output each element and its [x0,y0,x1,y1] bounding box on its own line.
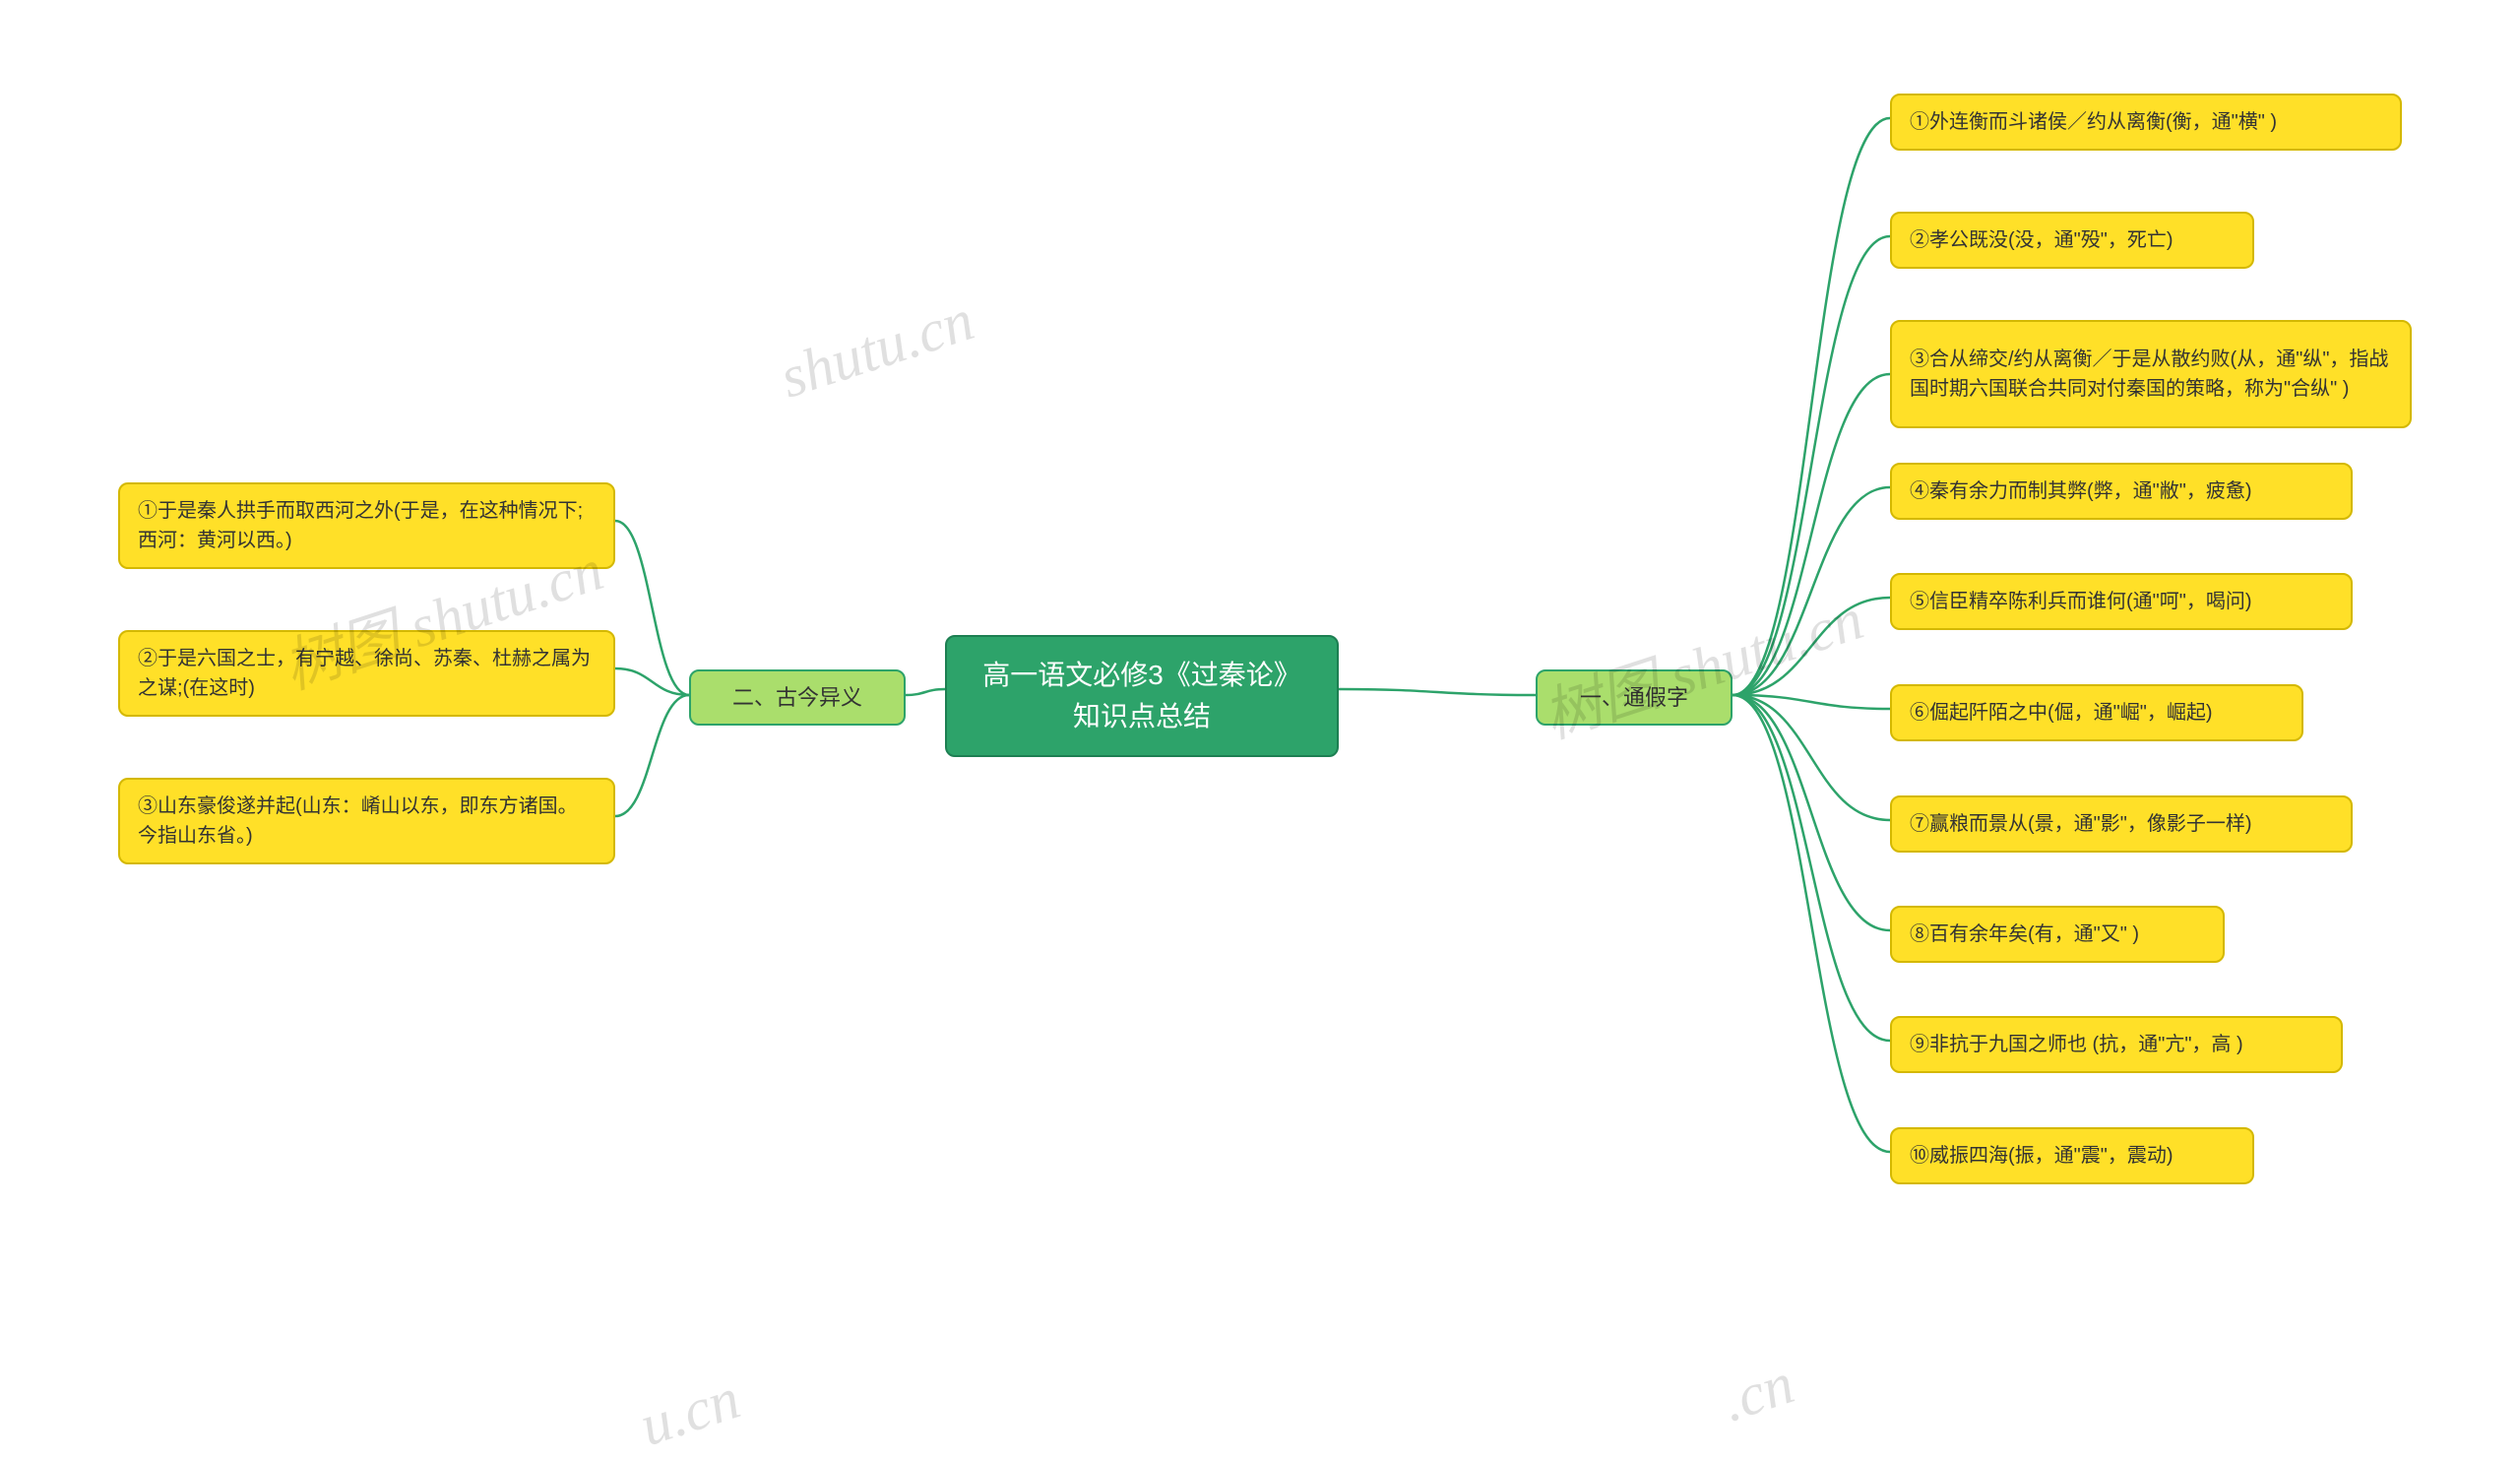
leaf-b1-1: ②孝公既没(没，通"殁"，死亡) [1890,212,2254,269]
leaf-b1-3: ④秦有余力而制其弊(弊，通"敝"，疲惫) [1890,463,2353,520]
leaf-b1-5: ⑥倔起阡陌之中(倔，通"崛"，崛起) [1890,684,2303,741]
leaf-b1-9: ⑩威振四海(振，通"震"，震动) [1890,1127,2254,1184]
watermark: shutu.cn [772,286,981,413]
branch-b1: 一、通假字 [1536,669,1732,726]
leaf-b1-4: ⑤信臣精卒陈利兵而谁何(通"呵"，喝问) [1890,573,2353,630]
branch-b2: 二、古今异义 [689,669,906,726]
leaf-b1-6: ⑦赢粮而景从(景，通"影"，像影子一样) [1890,795,2353,853]
leaf-b2-0: ①于是秦人拱手而取西河之外(于是，在这种情况下;西河：黄河以西。) [118,482,615,569]
watermark: u.cn [632,1365,748,1460]
leaf-b1-0: ①外连衡而斗诸侯／约从离衡(衡，通"横" ) [1890,94,2402,151]
leaf-b1-2: ③合从缔交/约从离衡／于是从散约败(从，通"纵"，指战国时期六国联合共同对付秦国… [1890,320,2412,428]
watermark: 树图 shutu.cn [1531,571,1872,755]
leaf-b2-2: ③山东豪俊遂并起(山东：崤山以东，即东方诸国。今指山东省。) [118,778,615,864]
leaf-b1-7: ⑧百有余年矣(有，通"又" ) [1890,906,2225,963]
root-node: 高一语文必修3《过秦论》知识点总结 [945,635,1339,757]
leaf-b1-8: ⑨非抗于九国之师也 (抗，通"亢"，高 ) [1890,1016,2343,1073]
leaf-b2-1: ②于是六国之士，有宁越、徐尚、苏秦、杜赫之属为之谋;(在这时) [118,630,615,717]
